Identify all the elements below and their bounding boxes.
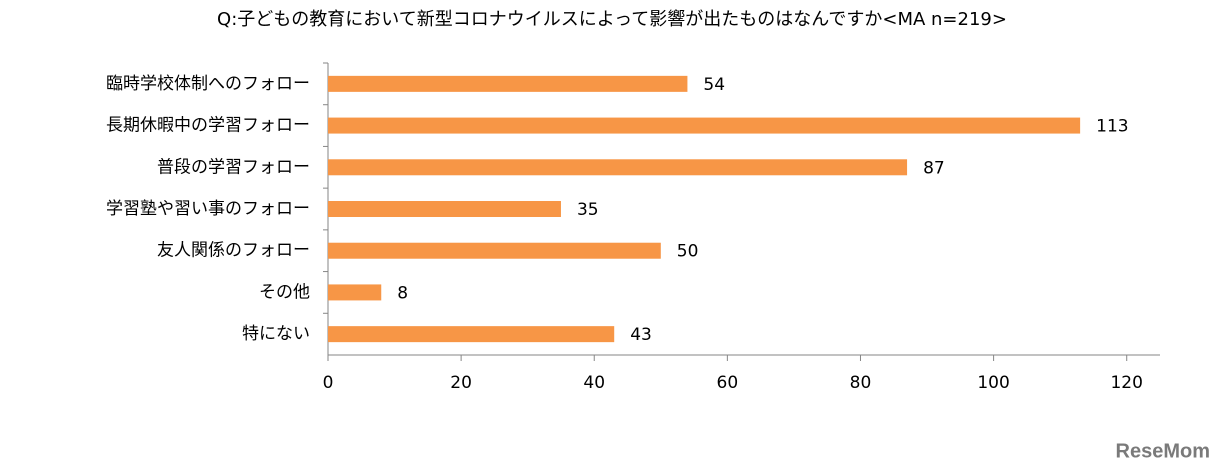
- x-tick-label: 80: [850, 373, 872, 393]
- y-tick-label: 友人関係のフォロー: [157, 241, 310, 261]
- bar: [328, 201, 561, 217]
- data-label: 87: [923, 158, 945, 178]
- x-tick-label: 0: [323, 373, 334, 393]
- bar: [328, 326, 615, 343]
- bar: [328, 242, 661, 259]
- x-tick-label: 20: [450, 373, 472, 393]
- bar: [328, 284, 382, 301]
- y-tick-label: 長期休暇中の学習フォロー: [106, 116, 310, 136]
- data-label: 54: [703, 75, 725, 95]
- y-tick-label: その他: [259, 282, 310, 302]
- data-label: 43: [630, 325, 652, 345]
- watermark: ReseMom: [1116, 440, 1210, 462]
- data-label: 113: [1096, 117, 1128, 137]
- x-tick-label: 40: [583, 373, 605, 393]
- x-tick-label: 120: [1110, 373, 1142, 393]
- data-label: 50: [677, 242, 699, 262]
- data-label: 35: [577, 200, 599, 220]
- y-tick-label: 学習塾や習い事のフォロー: [106, 198, 310, 219]
- y-tick-label: 特にない: [242, 324, 310, 344]
- x-tick-label: 60: [717, 373, 739, 393]
- bar: [328, 117, 1081, 134]
- y-tick-label: 臨時学校体制へのフォロー: [106, 74, 310, 94]
- bar: [328, 75, 688, 92]
- data-label: 8: [397, 283, 408, 303]
- x-tick-label: 100: [977, 373, 1009, 393]
- chart-title: Q:子どもの教育において新型コロナウイルスによって影響が出たものはなんですか<M…: [217, 9, 1007, 30]
- bar: [328, 159, 908, 176]
- y-tick-label: 普段の学習フォロー: [157, 157, 310, 177]
